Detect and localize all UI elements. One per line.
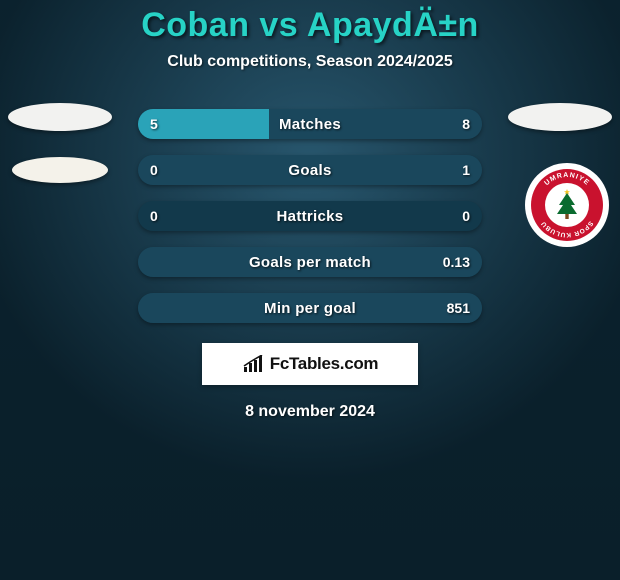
club-badge-outer: UMRANIYE SPOR KULUBU <box>525 163 609 247</box>
tree-icon <box>553 188 581 222</box>
bar-label: Goals <box>288 162 331 179</box>
left-player-badges <box>6 103 114 183</box>
right-badge-1 <box>508 103 612 131</box>
date-label: 8 november 2024 <box>245 403 375 421</box>
bar-label: Min per goal <box>264 300 356 317</box>
bar-value-right: 0.13 <box>443 254 470 270</box>
bar-value-left: 0 <box>150 162 158 178</box>
stat-bar: 5 Matches 8 <box>138 109 482 139</box>
club-badge-ring: UMRANIYE SPOR KULUBU <box>531 169 603 241</box>
stat-bar: 0 Hattricks 0 <box>138 201 482 231</box>
right-player-badges: UMRANIYE SPOR KULUBU <box>506 103 614 247</box>
club-badge-center <box>545 183 589 227</box>
bar-value-left: 0 <box>150 208 158 224</box>
bar-label: Hattricks <box>277 208 344 225</box>
stat-bar: Min per goal 851 <box>138 293 482 323</box>
bar-value-right: 8 <box>462 116 470 132</box>
stat-bar: Goals per match 0.13 <box>138 247 482 277</box>
stat-bars: 5 Matches 8 0 Goals 1 0 Hattricks 0 Goals per mat… <box>138 109 482 323</box>
brand-box: FcTables.com <box>202 343 418 385</box>
bar-value-left: 5 <box>150 116 158 132</box>
bar-label: Goals per match <box>249 254 371 271</box>
page-title: Coban vs ApaydÄ±n <box>141 6 479 45</box>
left-badge-2 <box>12 157 108 183</box>
bar-value-right: 851 <box>447 300 470 316</box>
bar-label: Matches <box>279 116 341 133</box>
bar-value-right: 0 <box>462 208 470 224</box>
subtitle: Club competitions, Season 2024/2025 <box>167 53 452 71</box>
club-badge: UMRANIYE SPOR KULUBU <box>511 163 609 247</box>
comparison-stage: UMRANIYE SPOR KULUBU <box>0 109 620 323</box>
brand-chart-icon <box>242 355 264 373</box>
left-badge-1 <box>8 103 112 131</box>
brand-text: FcTables.com <box>270 354 379 374</box>
bar-value-right: 1 <box>462 162 470 178</box>
stat-bar: 0 Goals 1 <box>138 155 482 185</box>
